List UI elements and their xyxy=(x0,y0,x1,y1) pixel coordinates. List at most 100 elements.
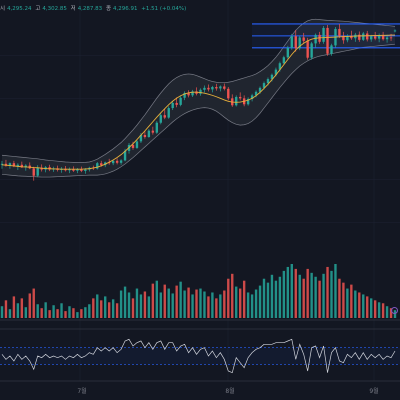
candle-body xyxy=(262,83,266,88)
volume-bar xyxy=(377,302,381,318)
volume-bar xyxy=(302,278,305,318)
volume-bar xyxy=(258,285,262,318)
oscillator-band xyxy=(0,347,400,365)
volume-bar xyxy=(242,280,246,318)
candle-body xyxy=(12,163,16,167)
candle-body xyxy=(385,37,389,40)
candle-body xyxy=(207,87,210,90)
volume-bar xyxy=(286,266,290,318)
volume-bar xyxy=(231,273,234,318)
volume-bar xyxy=(278,276,282,318)
oscillator-pane xyxy=(0,338,400,374)
volume-bar xyxy=(326,266,329,318)
x-axis-label-sep: 9월 xyxy=(369,388,379,395)
candle-body xyxy=(147,130,151,138)
candle-body xyxy=(0,163,4,165)
candle-body xyxy=(342,35,345,41)
volume-bar xyxy=(330,270,333,318)
low-value: 4,287.83 xyxy=(77,6,103,12)
candle-body xyxy=(362,33,365,40)
candle-body xyxy=(151,130,155,133)
change-value: +1.51 (+0.04%) xyxy=(141,6,187,12)
volume-bar xyxy=(131,298,135,318)
candle-body xyxy=(274,69,278,75)
volume-bar xyxy=(306,268,309,318)
volume-bar xyxy=(115,303,119,318)
volume-bar xyxy=(370,298,373,318)
volume-bar xyxy=(393,310,397,318)
volume-bar xyxy=(274,280,278,318)
candle-body xyxy=(373,36,377,39)
volume-bar xyxy=(318,280,321,318)
volume-bar xyxy=(20,298,24,318)
candle-body xyxy=(227,88,230,99)
volume-bar xyxy=(52,305,55,318)
candle-body xyxy=(393,30,397,32)
volume-bar xyxy=(385,306,389,318)
volume-bar xyxy=(32,288,35,318)
candle-body xyxy=(107,162,111,164)
candle-body xyxy=(131,144,135,148)
volume-bar xyxy=(290,264,293,318)
candle-body xyxy=(235,96,238,106)
candle-body xyxy=(84,169,87,171)
candle-body xyxy=(179,97,182,105)
open-value: 4,295.24 xyxy=(7,6,32,12)
candle-body xyxy=(350,35,353,39)
volume-bar xyxy=(8,309,12,318)
candle-body xyxy=(171,102,174,109)
candle-body xyxy=(175,102,178,105)
candle-body xyxy=(40,167,43,170)
candle-body xyxy=(258,87,262,92)
volume-bar xyxy=(219,294,222,318)
volume-bar xyxy=(322,273,325,318)
volume-bar xyxy=(262,278,266,318)
volume-series xyxy=(0,264,397,318)
volume-bar xyxy=(84,307,87,318)
candle-body xyxy=(286,47,290,58)
volume-bar xyxy=(159,292,162,318)
ma-path xyxy=(1,34,396,170)
volume-bar xyxy=(350,284,353,318)
volume-bar xyxy=(381,303,385,318)
candle-body xyxy=(310,43,313,58)
volume-bar xyxy=(270,274,274,318)
candle-body xyxy=(139,135,143,142)
volume-bar xyxy=(227,278,230,318)
volume-bar xyxy=(48,310,51,318)
volume-bar xyxy=(334,264,337,318)
band-fill xyxy=(1,19,396,178)
drawing-tools xyxy=(252,23,400,49)
candle-body xyxy=(314,34,317,44)
chart-grid xyxy=(0,0,400,381)
volume-bar xyxy=(354,290,357,318)
candle-body xyxy=(219,86,222,89)
volume-bar xyxy=(167,288,170,318)
volume-bar xyxy=(366,296,369,318)
volume-bar xyxy=(60,303,63,318)
volume-bar xyxy=(342,282,345,318)
scroll-to-realtime-icon[interactable] xyxy=(391,307,398,314)
x-axis-label-jul: 7월 xyxy=(77,388,87,395)
volume-bar xyxy=(282,270,286,318)
volume-bar xyxy=(44,302,47,318)
candle-body xyxy=(155,122,159,133)
volume-bar xyxy=(362,294,365,318)
volume-bar xyxy=(40,308,43,318)
volume-bar xyxy=(96,294,99,318)
candle-body xyxy=(203,87,206,90)
volume-bar xyxy=(12,296,16,318)
candle-body xyxy=(266,79,270,84)
candle-body xyxy=(389,37,393,39)
candle-body xyxy=(115,160,119,163)
candle-body xyxy=(238,96,242,99)
candle-body xyxy=(191,91,194,96)
volume-bar xyxy=(171,293,174,318)
candle-body xyxy=(24,165,27,168)
volume-bar xyxy=(151,283,155,318)
volume-bar xyxy=(187,287,190,318)
volume-bar xyxy=(119,290,123,318)
volume-bar xyxy=(92,298,95,318)
